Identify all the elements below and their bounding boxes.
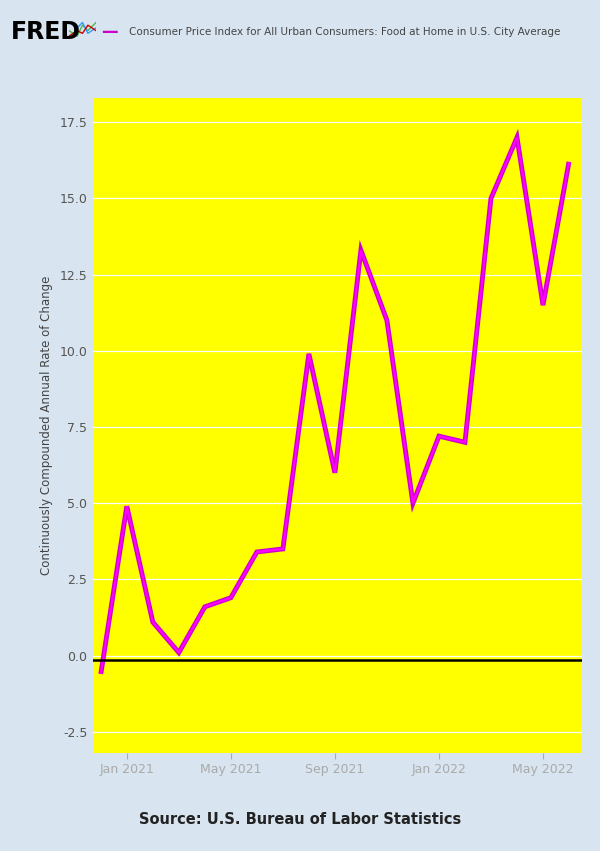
Text: —: — <box>101 23 118 42</box>
Text: Source: U.S. Bureau of Labor Statistics: Source: U.S. Bureau of Labor Statistics <box>139 812 461 827</box>
Y-axis label: Continuously Compounded Annual Rate of Change: Continuously Compounded Annual Rate of C… <box>40 276 53 575</box>
Text: Consumer Price Index for All Urban Consumers: Food at Home in U.S. City Average: Consumer Price Index for All Urban Consu… <box>129 27 560 37</box>
Text: FRED: FRED <box>11 20 81 44</box>
